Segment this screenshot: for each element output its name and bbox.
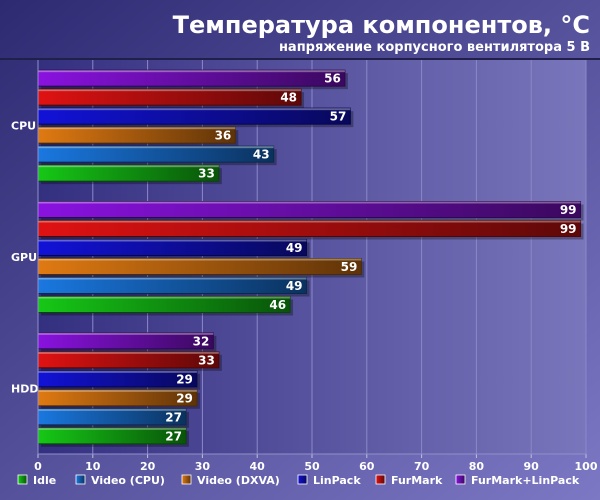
bar-highlight xyxy=(38,70,345,73)
bar-value-label: 49 xyxy=(286,279,303,293)
bar-highlight xyxy=(38,332,214,335)
bar xyxy=(37,277,308,294)
bar xyxy=(37,389,198,407)
bar-highlight xyxy=(38,277,307,280)
legend-swatch xyxy=(17,474,28,485)
bar-value-label: 33 xyxy=(198,353,215,367)
bar-value-label: 32 xyxy=(193,334,210,348)
x-tick-label: 80 xyxy=(469,460,485,473)
bar-highlight xyxy=(38,108,351,111)
bar xyxy=(37,258,362,275)
bar xyxy=(37,126,236,144)
bar-highlight xyxy=(38,201,581,204)
bar-value-label: 59 xyxy=(341,260,358,274)
bar xyxy=(37,201,582,218)
bar-value-label: 29 xyxy=(176,372,193,386)
bar-value-label: 33 xyxy=(198,167,215,181)
x-tick-label: 70 xyxy=(414,460,430,473)
bar-value-label: 27 xyxy=(165,410,182,424)
legend-label: FurMark xyxy=(391,474,443,487)
bar-highlight xyxy=(38,408,186,411)
bar-value-label: 27 xyxy=(165,429,182,443)
category-label: HDD xyxy=(11,382,38,395)
legend-label: Video (CPU) xyxy=(91,474,165,487)
bar-value-label: 49 xyxy=(286,241,303,255)
x-tick-label: 0 xyxy=(34,460,42,473)
bar xyxy=(37,370,198,388)
bar-value-label: 36 xyxy=(215,129,232,143)
bar-value-label: 99 xyxy=(560,203,577,217)
bar-highlight xyxy=(38,351,219,354)
legend-swatch xyxy=(297,474,308,485)
bar xyxy=(37,427,187,445)
x-tick-label: 100 xyxy=(575,460,598,473)
legend-swatch xyxy=(375,474,386,485)
bar xyxy=(37,88,302,106)
chart-subtitle: напряжение корпусного вентилятора 5 В xyxy=(279,40,590,55)
bar xyxy=(37,296,291,313)
bar-value-label: 99 xyxy=(560,222,577,236)
bar-highlight xyxy=(38,370,197,373)
bar-value-label: 29 xyxy=(176,391,193,405)
bar-value-label: 57 xyxy=(330,110,347,124)
legend-swatch xyxy=(455,474,466,485)
legend-label: Video (DXVA) xyxy=(197,474,280,487)
bar xyxy=(37,69,346,87)
bar-highlight xyxy=(38,220,581,223)
bar-highlight xyxy=(38,146,274,149)
x-tick-label: 40 xyxy=(250,460,266,473)
bar xyxy=(37,408,187,426)
legend-swatch xyxy=(181,474,192,485)
x-tick-label: 20 xyxy=(140,460,156,473)
chart-title: Температура компонентов, °C xyxy=(173,11,590,39)
x-tick-label: 30 xyxy=(195,460,211,473)
grid-lines xyxy=(92,60,587,454)
legend-label: LinPack xyxy=(313,474,361,487)
bar xyxy=(37,332,214,350)
legend: Idle Video (CPU) Video (DXVA) LinPack FurMar… xyxy=(17,474,580,487)
bar xyxy=(37,145,275,163)
bar-highlight xyxy=(38,258,362,261)
bar-value-label: 48 xyxy=(280,91,297,105)
bar-highlight xyxy=(38,239,307,242)
bar-highlight xyxy=(38,127,236,130)
bar-highlight xyxy=(38,427,186,430)
bar-highlight xyxy=(38,296,291,299)
bar xyxy=(37,239,308,256)
bar xyxy=(37,164,220,182)
bar xyxy=(37,351,220,369)
bar-highlight xyxy=(38,165,219,168)
title-divider xyxy=(0,58,600,60)
bar xyxy=(37,220,582,237)
x-tick-label: 50 xyxy=(304,460,320,473)
bar-value-label: 46 xyxy=(269,298,286,312)
x-tick-label: 60 xyxy=(359,460,375,473)
x-axis-ticks: 0 10 20 30 40 50 60 70 80 90 100 xyxy=(34,454,598,473)
bar xyxy=(37,107,351,125)
x-tick-label: 10 xyxy=(85,460,101,473)
bar-value-label: 43 xyxy=(253,148,270,162)
category-label: GPU xyxy=(11,251,37,264)
x-tick-label: 90 xyxy=(524,460,540,473)
category-label: CPU xyxy=(11,120,36,133)
category-labels: CPU GPU HDD xyxy=(11,120,38,396)
legend-label: FurMark+LinPack xyxy=(471,474,580,487)
bar-highlight xyxy=(38,389,197,392)
legend-label: Idle xyxy=(33,474,56,487)
bar-value-label: 56 xyxy=(324,72,341,86)
bar-highlight xyxy=(38,89,302,92)
legend-swatch xyxy=(75,474,86,485)
